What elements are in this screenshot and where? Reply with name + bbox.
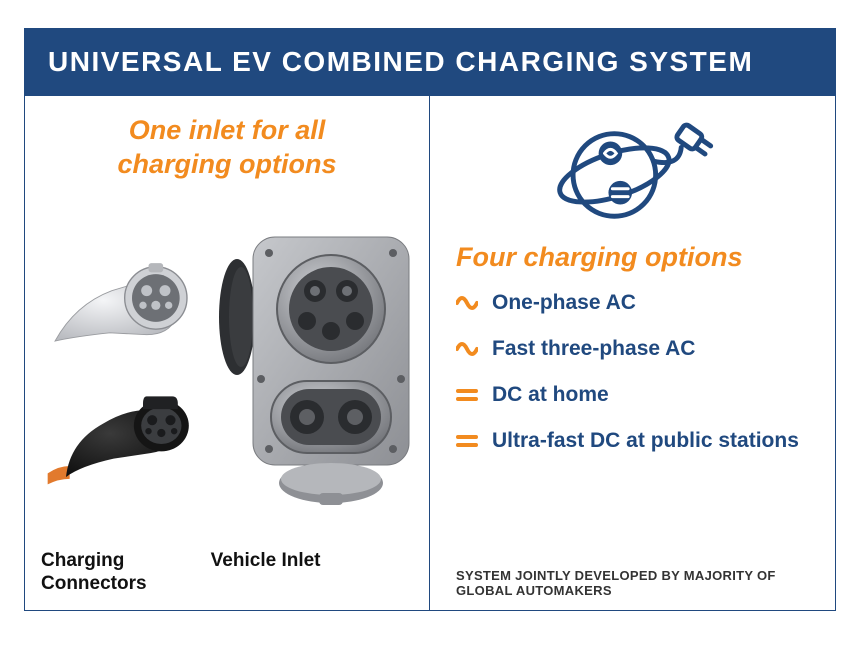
option-label-2: DC at home xyxy=(492,383,609,407)
left-heading: One inlet for all charging options xyxy=(41,114,413,182)
main-panel: One inlet for all charging options xyxy=(24,96,836,611)
ac-wave-icon xyxy=(456,339,478,359)
inlet-label: Vehicle Inlet xyxy=(205,549,413,597)
connectors-column xyxy=(41,202,205,541)
dc-lines-icon xyxy=(456,385,478,405)
option-label-0: One-phase AC xyxy=(492,291,636,315)
option-label-3: Ultra-fast DC at public stations xyxy=(492,429,799,453)
left-heading-line1: One inlet for all xyxy=(129,115,326,145)
left-heading-line2: charging options xyxy=(118,149,337,179)
option-row-3: Ultra-fast DC at public stations xyxy=(456,429,813,453)
option-row-0: One-phase AC xyxy=(456,291,813,315)
left-panel: One inlet for all charging options xyxy=(25,96,430,610)
labels-row: Charging Connectors Vehicle Inlet xyxy=(41,549,413,597)
option-row-1: Fast three-phase AC xyxy=(456,337,813,361)
connectors-label: Charging Connectors xyxy=(41,549,205,597)
option-label-1: Fast three-phase AC xyxy=(492,337,695,361)
connector-silver-icon xyxy=(41,254,201,364)
vehicle-inlet-icon xyxy=(219,231,419,511)
connector-black-icon xyxy=(41,378,201,488)
header-title: UNIVERSAL EV COMBINED CHARGING SYSTEM xyxy=(48,46,753,77)
footer-note: SYSTEM JOINTLY DEVELOPED BY MAJORITY OF … xyxy=(456,568,813,598)
header-bar: UNIVERSAL EV COMBINED CHARGING SYSTEM xyxy=(24,28,836,96)
dc-lines-icon xyxy=(456,431,478,451)
globe-plug-icon xyxy=(456,114,813,232)
ac-wave-icon xyxy=(456,293,478,313)
option-row-2: DC at home xyxy=(456,383,813,407)
options-heading: Four charging options xyxy=(456,242,813,273)
images-area xyxy=(41,202,413,541)
inlet-column xyxy=(215,202,423,541)
right-panel: Four charging options One-phase AC Fast … xyxy=(430,96,835,610)
